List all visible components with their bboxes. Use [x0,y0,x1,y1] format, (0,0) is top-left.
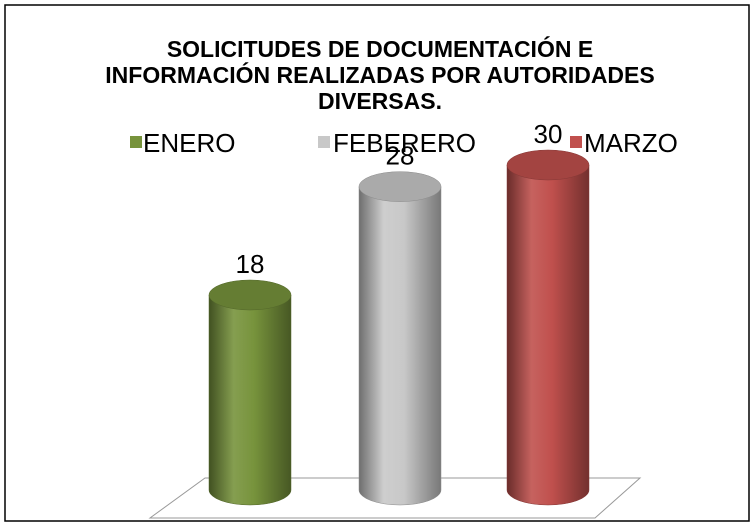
cylinder [506,149,590,506]
cylinder [208,279,292,506]
cylinder-body [208,294,292,506]
cylinder [358,171,442,506]
legend-swatch [570,136,582,148]
legend-label: FEBERERO [333,128,476,158]
data-label: 30 [534,119,563,149]
chart-title: SOLICITUDES DE DOCUMENTACIÓN E INFORMACI… [105,36,655,114]
legend-label: MARZO [584,128,678,158]
cylinder-body [506,164,590,506]
legend-swatch [318,136,330,148]
cylinder-top [358,171,442,202]
data-label: 18 [236,249,265,279]
legend-swatch [130,136,142,148]
cylinder-body [358,186,442,506]
data-label: 28 [386,141,415,171]
cylinder-top [208,279,292,311]
cylinder-top [506,149,590,181]
legend-label: ENERO [143,128,235,158]
